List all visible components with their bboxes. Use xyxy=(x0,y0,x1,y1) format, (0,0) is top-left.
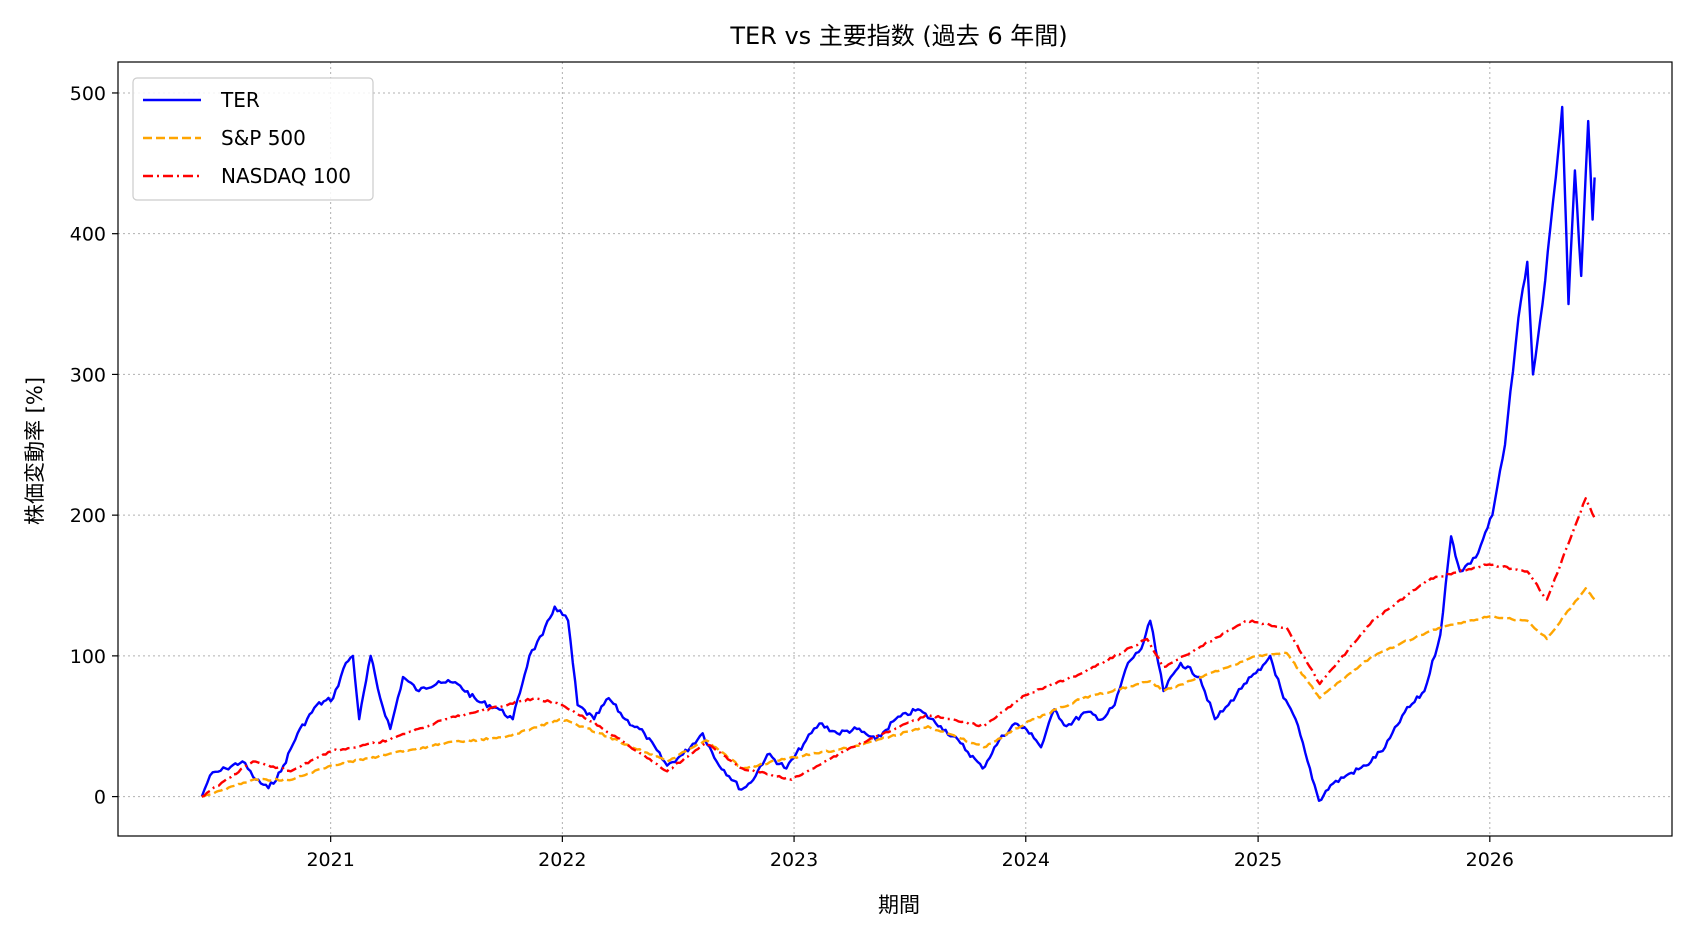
y-tick-label: 500 xyxy=(70,83,106,105)
legend-label: NASDAQ 100 xyxy=(221,164,351,188)
x-tick-label: 2021 xyxy=(306,849,354,871)
legend: TER S&P 500 NASDAQ 100 xyxy=(132,77,374,201)
legend-label: TER xyxy=(220,88,260,112)
y-tick-label: 300 xyxy=(70,364,106,386)
y-axis-label: 株価変動率 [%] xyxy=(23,377,47,525)
chart-title: TER vs 主要指数 (過去 6 年間) xyxy=(729,22,1067,50)
plot-frame xyxy=(117,61,1673,837)
series-line-0 xyxy=(200,105,1596,802)
y-tick-label: 100 xyxy=(70,646,106,668)
x-tick-label: 2026 xyxy=(1466,849,1514,871)
grid xyxy=(118,62,1672,836)
series-line-2 xyxy=(201,497,1596,798)
x-tick-label: 2024 xyxy=(1002,849,1050,871)
legend-box xyxy=(132,77,374,201)
x-tick-label: 2022 xyxy=(538,849,586,871)
x-axis-label: 期間 xyxy=(878,893,920,917)
x-tick-label: 2025 xyxy=(1234,849,1282,871)
series-lines xyxy=(200,105,1596,802)
y-tick-label: 200 xyxy=(70,505,106,527)
y-tick-label: 400 xyxy=(70,224,106,246)
series-line-1 xyxy=(201,587,1596,798)
x-tick-label: 2023 xyxy=(770,849,818,871)
legend-label: S&P 500 xyxy=(221,126,306,150)
y-tick-label: 0 xyxy=(94,787,106,809)
axis-ticks: 0 100 200 300 400 500 2021 2022 2023 2024 2025 2026 xyxy=(70,83,1514,871)
